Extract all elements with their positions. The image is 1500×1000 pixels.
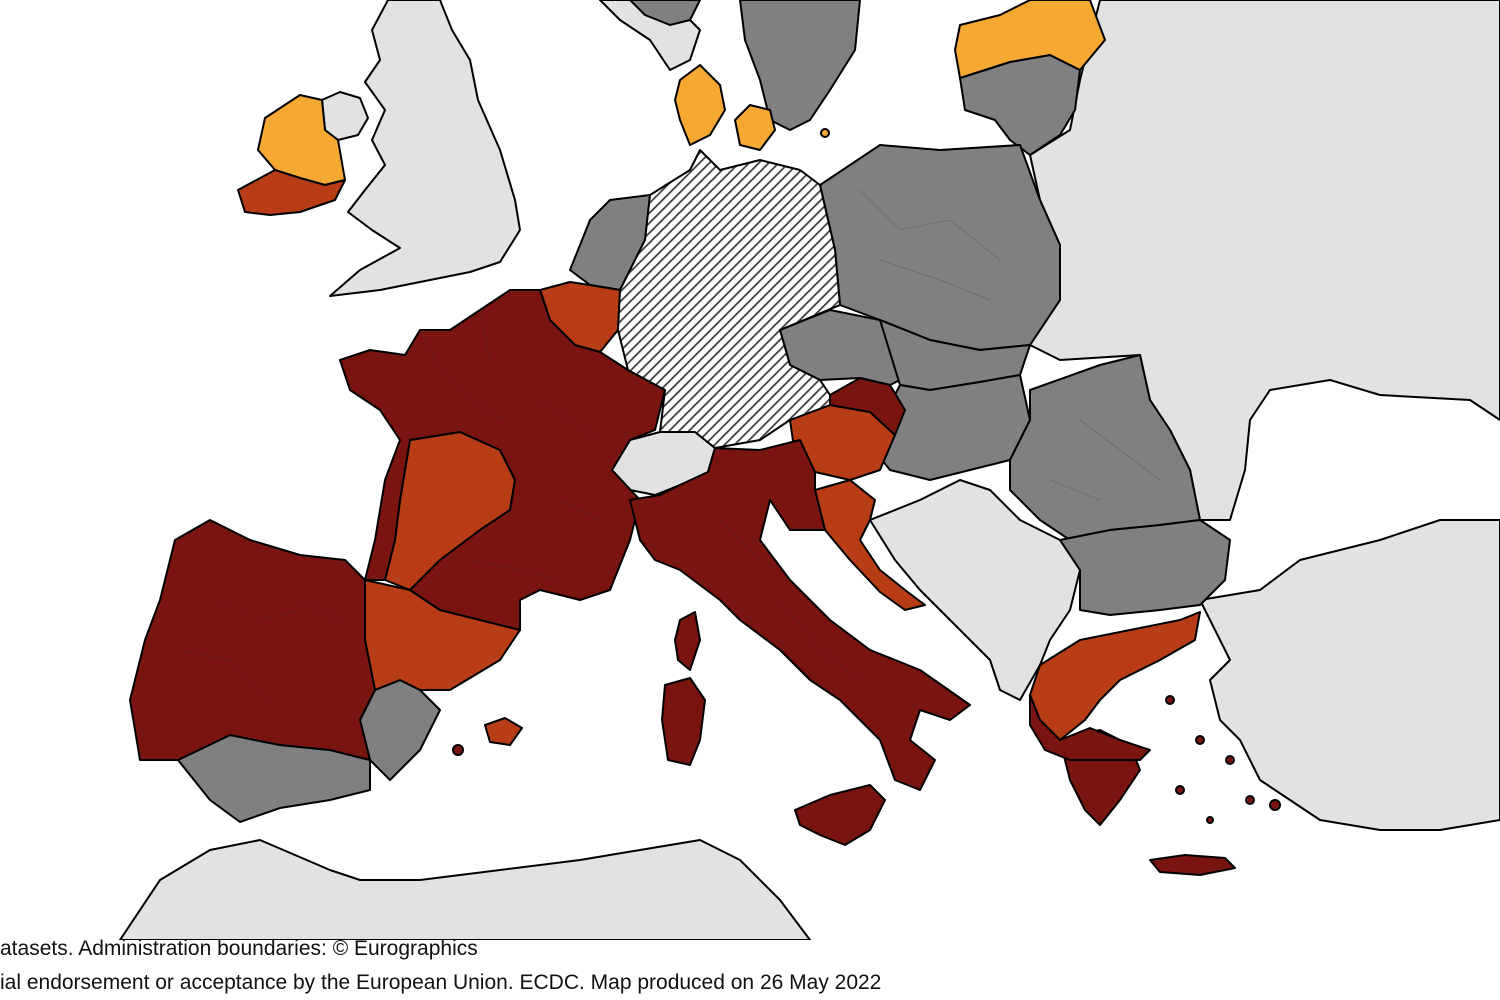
island [1206,816,1214,824]
iberia [129,519,376,761]
sweden-north [629,0,701,26]
germany [617,149,841,449]
great-britain [329,0,521,297]
corsica [674,611,701,671]
greece-west [1029,694,1151,761]
island [1195,735,1205,745]
island [1225,755,1235,765]
map-caption-line-2: ial endorsement or acceptance by the Eur… [0,971,882,994]
balkans [869,479,1081,701]
island [1175,785,1185,795]
regional-boundaries [179,309,861,701]
sardinia [661,677,706,766]
island [820,128,830,138]
sweden [739,0,861,131]
island [452,744,464,756]
island [1245,795,1255,805]
poland [819,144,1061,351]
north-africa [119,839,811,940]
bulgaria [1059,519,1231,616]
denmark-islands [734,104,776,151]
crete [1149,854,1236,876]
island [1269,799,1281,811]
austria-east [829,377,906,436]
italy [629,439,971,791]
regional-boundaries-grey [859,189,1161,501]
balearic-islands [484,717,523,746]
turkey [1199,519,1500,831]
ireland-south [237,169,346,216]
map-caption-line-1: atasets. Administration boundaries: © Eu… [0,937,478,960]
sicily [794,784,886,846]
europe-map [119,0,1500,940]
slovenia-croatia [814,479,926,611]
france [339,289,666,631]
denmark [674,64,726,146]
latvia [954,0,1106,79]
island [1165,695,1175,705]
